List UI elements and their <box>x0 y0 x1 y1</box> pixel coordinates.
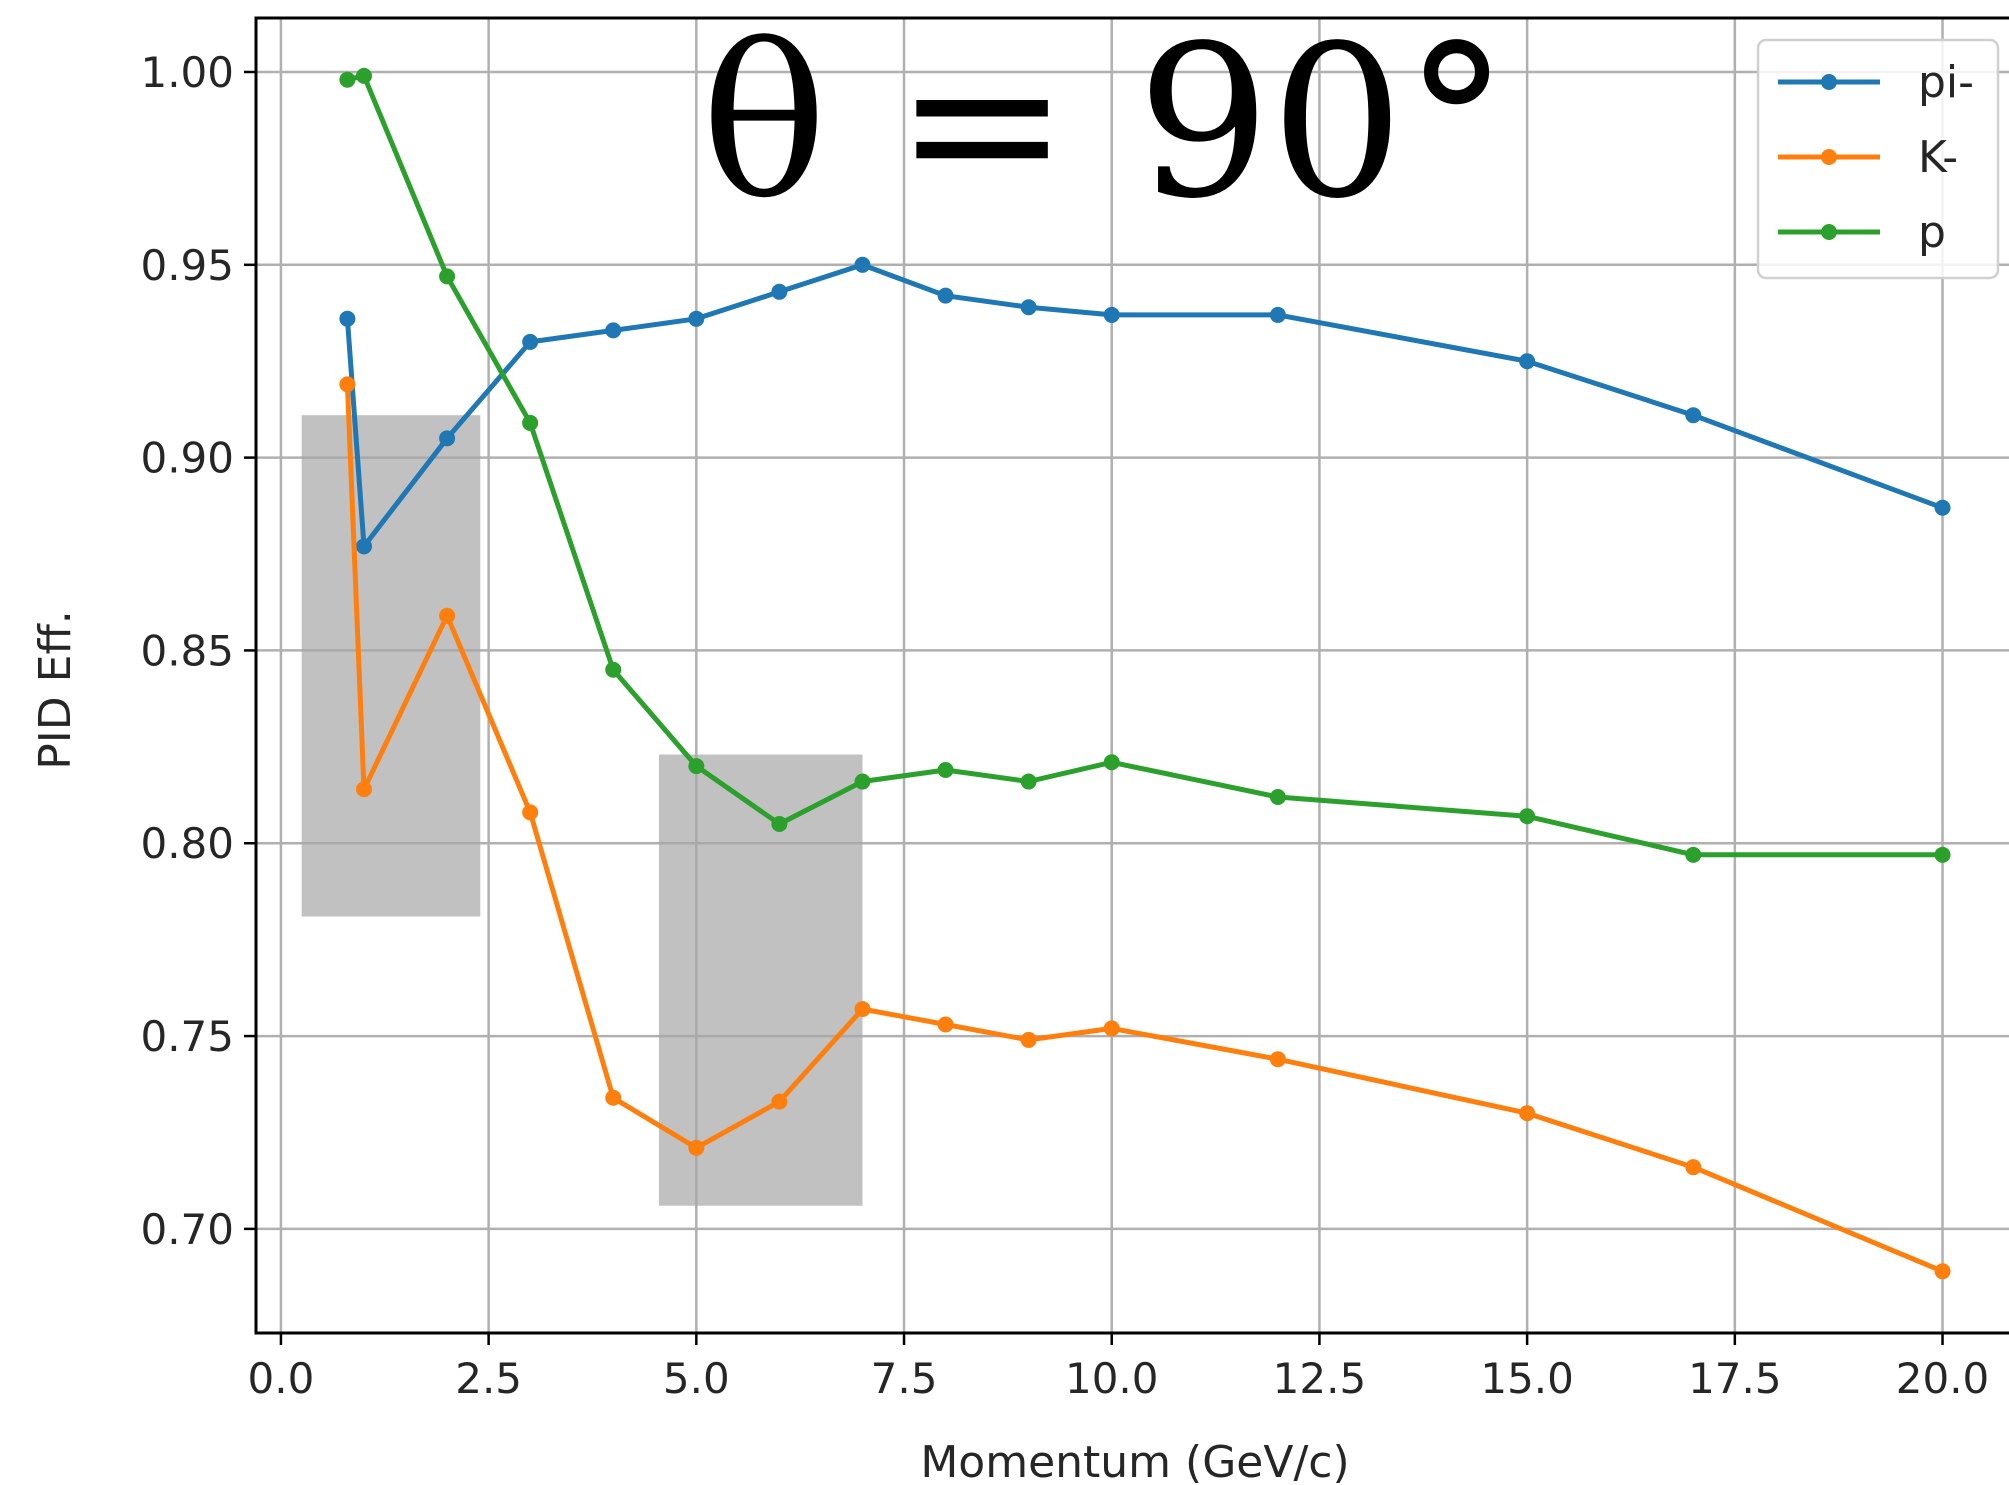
data-point-p <box>339 71 356 88</box>
data-point-pi- <box>771 283 788 300</box>
highlight-region <box>301 415 481 917</box>
series-K--group <box>339 376 1951 1280</box>
data-point-pi- <box>339 310 356 327</box>
data-point-K- <box>605 1089 622 1106</box>
legend-label-pi-: pi- <box>1918 57 1974 108</box>
y-tick-label: 0.85 <box>140 626 234 675</box>
data-point-K- <box>1934 1263 1951 1280</box>
data-point-pi- <box>605 322 622 339</box>
data-point-K- <box>688 1139 705 1156</box>
data-point-p <box>1685 846 1702 863</box>
data-point-K- <box>339 376 356 393</box>
x-tick-label: 5.0 <box>663 1354 730 1403</box>
data-point-p <box>1103 754 1120 771</box>
data-point-p <box>1519 808 1536 825</box>
data-point-K- <box>1519 1105 1536 1122</box>
series-line-K- <box>344 384 1944 1274</box>
legend: pi- K-p <box>1756 38 2000 280</box>
series-lines <box>339 67 1951 1280</box>
legend-marker-p <box>1821 224 1837 240</box>
data-point-p <box>771 815 788 832</box>
data-point-pi- <box>1020 299 1037 316</box>
highlight-regions <box>301 415 863 1206</box>
x-tick-label: 0.0 <box>248 1354 315 1403</box>
data-point-pi- <box>1685 407 1702 424</box>
data-point-pi- <box>522 333 539 350</box>
data-point-K- <box>771 1093 788 1110</box>
data-point-p <box>1269 788 1286 805</box>
data-point-pi- <box>439 430 456 447</box>
legend-label-p: p <box>1918 207 1946 258</box>
x-tick-label: 20.0 <box>1896 1354 1990 1403</box>
data-point-pi- <box>854 256 871 273</box>
data-point-p <box>522 414 539 431</box>
plot-frame <box>254 16 2009 1335</box>
data-point-p <box>688 758 705 775</box>
data-point-K- <box>1103 1020 1120 1037</box>
data-point-K- <box>1020 1031 1037 1048</box>
data-point-p <box>1020 773 1037 790</box>
y-tick-label: 0.80 <box>140 819 234 868</box>
data-point-p <box>356 67 373 84</box>
data-point-pi- <box>356 538 373 555</box>
data-point-K- <box>1685 1159 1702 1176</box>
series-line-pi- <box>344 262 1944 549</box>
y-tick-label: 0.95 <box>140 241 234 290</box>
y-tick-label: 0.90 <box>140 434 234 483</box>
data-point-p <box>439 268 456 285</box>
data-point-pi- <box>1934 499 1951 516</box>
series-pi--group <box>339 256 1951 555</box>
data-point-pi- <box>688 310 705 327</box>
x-tick-label: 12.5 <box>1273 1354 1367 1403</box>
x-tick-label: 15.0 <box>1480 1354 1574 1403</box>
y-tick-label: 1.00 <box>140 48 234 97</box>
legend-label-K-: K- <box>1918 132 1958 183</box>
data-point-K- <box>937 1016 954 1033</box>
legend-marker-K- <box>1821 149 1837 165</box>
x-axis-label: Momentum (GeV/c) <box>920 1437 1349 1485</box>
x-tick-label: 10.0 <box>1065 1354 1159 1403</box>
data-point-p <box>854 773 871 790</box>
data-point-K- <box>1269 1051 1286 1068</box>
x-tick-label: 7.5 <box>871 1354 938 1403</box>
data-point-pi- <box>1519 353 1536 370</box>
data-point-pi- <box>1103 306 1120 323</box>
legend-marker-pi- <box>1821 74 1837 90</box>
data-point-p <box>1934 846 1951 863</box>
data-point-K- <box>356 781 373 798</box>
chart-title: θ = 90° <box>701 0 1509 245</box>
series-p-group <box>339 67 1951 863</box>
data-point-p <box>605 661 622 678</box>
x-tick-label: 2.5 <box>455 1354 522 1403</box>
data-point-pi- <box>937 287 954 304</box>
grid <box>256 18 2009 1333</box>
axis-ticks: 0.0 2.5 5.0 7.5 10.0 12.5 15.0 17.5 20.0 0.70 0.75… <box>140 48 1989 1403</box>
data-point-p <box>937 761 954 778</box>
highlight-region <box>658 754 863 1206</box>
x-tick-label: 17.5 <box>1688 1354 1782 1403</box>
data-point-K- <box>854 1001 871 1018</box>
y-axis-label: PID Eff. <box>30 610 81 769</box>
data-point-K- <box>522 804 539 821</box>
data-point-pi- <box>1269 306 1286 323</box>
y-tick-label: 0.75 <box>140 1012 234 1061</box>
y-tick-label: 0.70 <box>140 1205 234 1254</box>
data-point-K- <box>439 607 456 624</box>
